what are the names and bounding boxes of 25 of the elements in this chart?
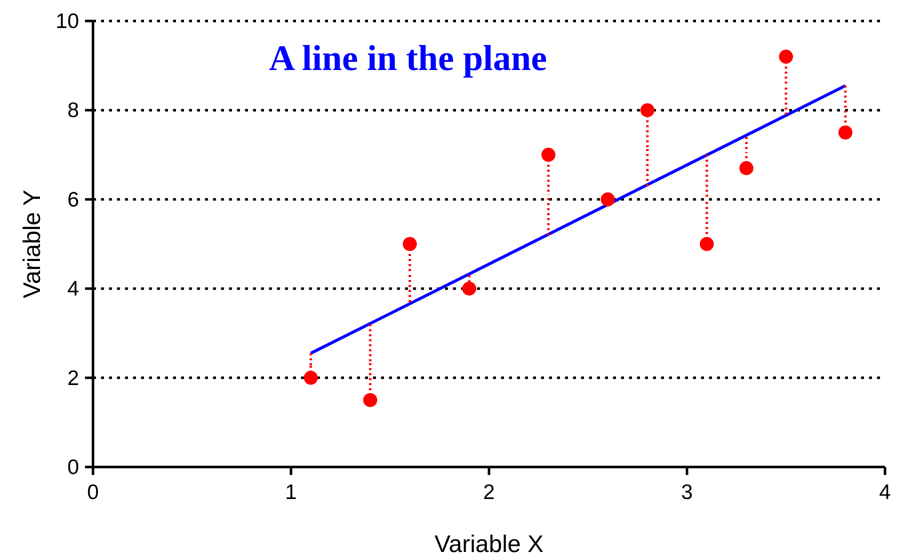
point: [739, 161, 754, 176]
point: [640, 103, 654, 118]
point: [304, 370, 318, 385]
point: [700, 237, 714, 251]
point: [541, 148, 556, 162]
y-tick-label: 2: [67, 366, 79, 390]
y-axis-title: Variable Y: [19, 190, 46, 298]
y-tick-label: 10: [56, 10, 79, 33]
point: [462, 282, 476, 296]
x-tick-label: 0: [87, 481, 99, 504]
x-tick-label: 4: [879, 481, 892, 504]
x-tick-label: 3: [681, 481, 693, 504]
x-tick-label: 2: [483, 481, 495, 504]
y-tick-label: 8: [67, 99, 79, 122]
point: [600, 192, 615, 206]
y-tick-label: 0: [67, 456, 79, 479]
y-tick-label: 6: [67, 188, 79, 212]
point: [363, 393, 378, 408]
x-axis-title: Variable X: [434, 531, 544, 556]
text: A line in the plane: [268, 38, 548, 78]
point: [779, 50, 793, 64]
point: [402, 237, 417, 251]
point: [838, 126, 852, 140]
y-tick-label: 4: [67, 278, 80, 301]
x-tick-label: 1: [285, 481, 297, 504]
